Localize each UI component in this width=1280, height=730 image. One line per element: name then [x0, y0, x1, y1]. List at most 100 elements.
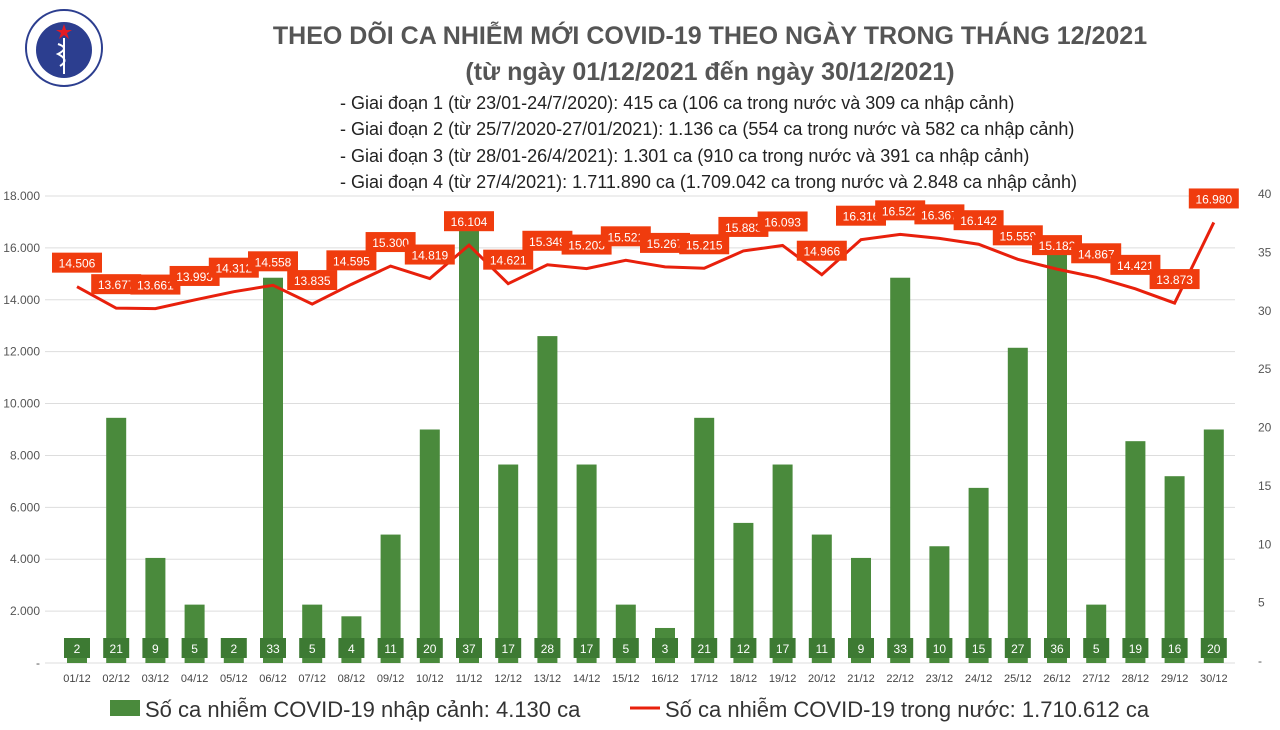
left-axis-tick: 16.000 — [3, 241, 40, 255]
x-tick-label: 03/12 — [142, 673, 170, 685]
chart-title: THEO DÕI CA NHIỄM MỚI COVID-19 THEO NGÀY… — [272, 22, 1148, 50]
line-label-box — [1071, 243, 1122, 264]
bar-label-box — [1004, 638, 1031, 658]
bar-label: 36 — [1050, 642, 1064, 656]
line-series — [76, 221, 1216, 311]
bar-label: 16 — [1168, 642, 1182, 656]
bar-label-box — [416, 638, 443, 658]
bar-label-box — [1044, 638, 1070, 658]
line-label-box — [365, 232, 416, 253]
bar — [772, 464, 793, 663]
line-label: 14.621 — [490, 254, 527, 268]
bar-label: 17 — [776, 642, 790, 656]
x-tick-label: 12/12 — [494, 673, 522, 685]
left-axis-tick: 6.000 — [10, 500, 40, 514]
bar-label: 33 — [894, 642, 908, 656]
right-axis-tick: 10 — [1258, 537, 1272, 551]
line-label-box — [287, 270, 338, 291]
bar-label: 17 — [580, 642, 594, 656]
x-tick-label: 28/12 — [1122, 673, 1150, 685]
left-axis-tick: 8.000 — [10, 448, 40, 462]
x-tick-label: 21/12 — [847, 673, 875, 685]
line-label: 13.873 — [1156, 273, 1193, 287]
line-label: 15.559 — [999, 229, 1036, 243]
line-label: 13.661 — [137, 279, 174, 293]
bar-label-box — [808, 638, 835, 658]
line-label-box — [561, 234, 612, 255]
x-tick-label: 16/12 — [651, 673, 679, 685]
bar-label: 19 — [1129, 642, 1143, 656]
line-label: 14.966 — [803, 245, 840, 259]
x-tick-label: 06/12 — [259, 673, 287, 685]
line-label: 14.867 — [1078, 247, 1115, 261]
x-tick-label: 23/12 — [926, 673, 954, 685]
line-label: 14.558 — [255, 255, 292, 269]
x-tick-label: 18/12 — [730, 673, 758, 685]
line-label: 15.203 — [568, 239, 605, 253]
line-label-box — [91, 274, 142, 295]
bar-label: 5 — [1093, 642, 1100, 656]
x-tick-label: 11/12 — [456, 673, 483, 685]
bar — [733, 522, 754, 663]
line-label-box — [444, 211, 494, 232]
line-label-box — [875, 200, 926, 221]
bar-label: 9 — [152, 642, 159, 656]
bar-label: 27 — [1011, 642, 1025, 656]
bar-label-box — [652, 638, 678, 658]
x-tick-label: 07/12 — [298, 673, 326, 685]
right-axis-tick: 30 — [1258, 304, 1272, 318]
bar-label-box — [769, 638, 796, 658]
line-label: 14.595 — [333, 254, 370, 268]
line-label-box — [248, 251, 298, 272]
line-label-box — [757, 211, 808, 232]
left-axis-tick: 18.000 — [3, 189, 40, 203]
line-label-box — [600, 226, 651, 247]
line-label-box — [522, 230, 573, 251]
bar-label: 17 — [502, 642, 516, 656]
bar-label: 20 — [1207, 642, 1221, 656]
line-label: 16.522 — [882, 204, 919, 218]
bar — [851, 557, 871, 663]
chart-subtitle: (từ ngày 01/12/2021 đến ngày 30/12/2021) — [465, 58, 955, 86]
bar — [263, 277, 283, 663]
x-tick-label: 08/12 — [338, 673, 366, 685]
line-label: 15.521 — [607, 230, 644, 244]
x-tick-label: 25/12 — [1004, 673, 1032, 685]
bar-label: 21 — [698, 642, 712, 656]
bar-label-box — [220, 638, 247, 658]
bar-label: 28 — [541, 642, 555, 656]
line-label: 16.980 — [1195, 192, 1232, 206]
bar-label: 11 — [384, 642, 397, 656]
left-axis-tick: 4.000 — [10, 552, 40, 566]
bar-label-box — [612, 638, 639, 658]
x-tick-label: 24/12 — [965, 673, 993, 685]
bar — [1047, 242, 1067, 663]
bar-label-box — [495, 638, 522, 658]
bar-label-box — [965, 638, 992, 658]
left-axis-tick: 10.000 — [3, 397, 40, 411]
bar-label-box — [1122, 638, 1149, 658]
x-tick-label: 10/12 — [416, 673, 444, 685]
line-label-box — [992, 225, 1043, 246]
x-tick-label: 30/12 — [1200, 673, 1228, 685]
line-label: 15.349 — [529, 235, 566, 249]
line-label: 16.093 — [764, 215, 801, 229]
x-tick-label: 27/12 — [1082, 673, 1110, 685]
bar — [1203, 429, 1224, 663]
right-axis-tick: - — [1258, 654, 1262, 668]
line-label-box — [679, 234, 730, 255]
right-axis-tick: 15 — [1258, 479, 1272, 493]
bar-label-box — [299, 638, 326, 658]
bar-label: 5 — [309, 642, 316, 656]
line-label-box — [836, 205, 886, 226]
bar — [419, 429, 440, 663]
line-label-box — [169, 265, 220, 286]
bar-label: 4 — [348, 642, 355, 656]
bar-label: 2 — [230, 642, 237, 656]
left-axis-tick: 14.000 — [3, 293, 40, 307]
bar-label: 5 — [622, 642, 629, 656]
x-tick-label: 02/12 — [102, 673, 130, 685]
bar-label: 20 — [423, 642, 437, 656]
bar-label: 2 — [74, 642, 81, 656]
line-label-box — [718, 216, 769, 237]
